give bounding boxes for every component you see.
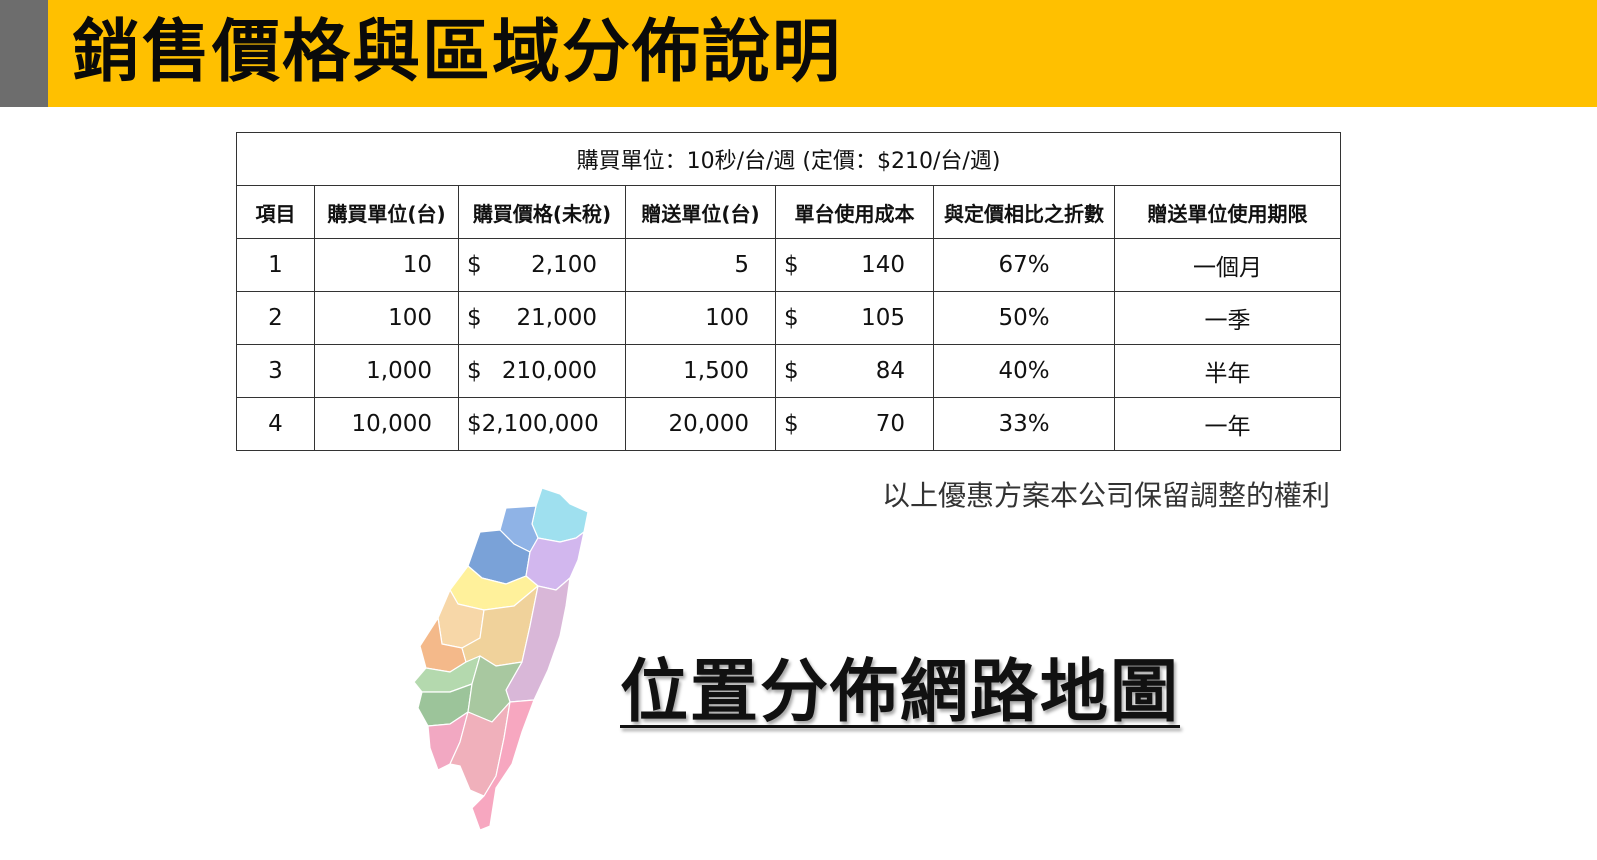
pricing-table: 購買單位：10秒/台/週 (定價：$210/台/週) 項目 購買單位(台) 購買… — [235, 132, 1342, 451]
map-region-taitung — [471, 699, 535, 831]
table-row: 1 10 $2,100 5 $140 67% 一個月 — [236, 238, 1342, 292]
cell-bonus: 100 — [625, 291, 776, 345]
currency-symbol: $ — [467, 358, 482, 384]
table-row: 4 10,000 $2,100,000 20,000 $70 33% 一年 — [236, 397, 1342, 451]
cell-price: $2,100,000 — [458, 397, 626, 451]
column-header: 購買價格(未稅) — [458, 185, 626, 239]
cell-discount: 67% — [933, 238, 1115, 292]
table-row: 3 1,000 $210,000 1,500 $84 40% 半年 — [236, 344, 1342, 398]
cell-period: 一個月 — [1113, 238, 1342, 292]
cell-units: 10,000 — [314, 397, 459, 451]
cost-amount: 105 — [861, 305, 905, 331]
cell-period: 一年 — [1113, 397, 1342, 451]
map-region-taipei — [531, 487, 589, 543]
price-amount: 21,000 — [516, 305, 597, 331]
cell-period: 一季 — [1113, 291, 1342, 345]
price-amount: 2,100 — [531, 252, 597, 278]
cell-price: $210,000 — [458, 344, 626, 398]
currency-symbol: $ — [467, 411, 482, 437]
disclaimer-note: 以上優惠方案本公司保留調整的權利 — [882, 479, 1331, 512]
cell-cost: $140 — [775, 238, 934, 292]
cost-amount: 70 — [875, 411, 905, 437]
table-header-row: 項目 購買單位(台) 購買價格(未稅) 贈送單位(台) 單台使用成本 與定價相比… — [236, 185, 1342, 239]
cell-bonus: 5 — [625, 238, 776, 292]
column-header: 單台使用成本 — [775, 185, 934, 239]
cell-discount: 40% — [933, 344, 1115, 398]
cell-discount: 33% — [933, 397, 1115, 451]
cell-bonus: 1,500 — [625, 344, 776, 398]
page-title: 銷售價格與區域分佈說明 — [72, 13, 843, 92]
column-header: 項目 — [236, 185, 315, 239]
cell-units: 10 — [314, 238, 459, 292]
currency-symbol: $ — [467, 305, 482, 331]
column-header: 購買單位(台) — [314, 185, 459, 239]
cell-cost: $70 — [775, 397, 934, 451]
currency-symbol: $ — [784, 305, 799, 331]
column-header: 贈送單位使用期限 — [1113, 185, 1342, 239]
currency-symbol: $ — [784, 252, 799, 278]
taiwan-map — [413, 487, 589, 831]
cell-units: 100 — [314, 291, 459, 345]
table-caption-row: 購買單位：10秒/台/週 (定價：$210/台/週) — [235, 132, 1342, 186]
cell-price: $21,000 — [458, 291, 626, 345]
cell-discount: 50% — [933, 291, 1115, 345]
cell-item: 2 — [236, 291, 315, 345]
cell-bonus: 20,000 — [625, 397, 776, 451]
cell-period: 半年 — [1113, 344, 1342, 398]
currency-symbol: $ — [784, 411, 799, 437]
table-caption: 購買單位：10秒/台/週 (定價：$210/台/週) — [235, 132, 1342, 186]
price-amount: 210,000 — [501, 358, 597, 384]
header-bar: 銷售價格與區域分佈說明 — [0, 0, 1597, 107]
price-amount: 2,100,000 — [481, 411, 599, 437]
cost-amount: 140 — [861, 252, 905, 278]
cost-amount: 84 — [875, 358, 905, 384]
currency-symbol: $ — [467, 252, 482, 278]
cell-units: 1,000 — [314, 344, 459, 398]
table-row: 2 100 $21,000 100 $105 50% 一季 — [236, 291, 1342, 345]
cell-item: 1 — [236, 238, 315, 292]
cell-cost: $84 — [775, 344, 934, 398]
cell-price: $2,100 — [458, 238, 626, 292]
currency-symbol: $ — [784, 358, 799, 384]
column-header: 贈送單位(台) — [625, 185, 776, 239]
column-header: 與定價相比之折數 — [933, 185, 1115, 239]
cell-cost: $105 — [775, 291, 934, 345]
cell-item: 3 — [236, 344, 315, 398]
map-title: 位置分佈網路地圖 — [620, 653, 1181, 732]
cell-item: 4 — [236, 397, 315, 451]
header-accent — [0, 0, 48, 107]
